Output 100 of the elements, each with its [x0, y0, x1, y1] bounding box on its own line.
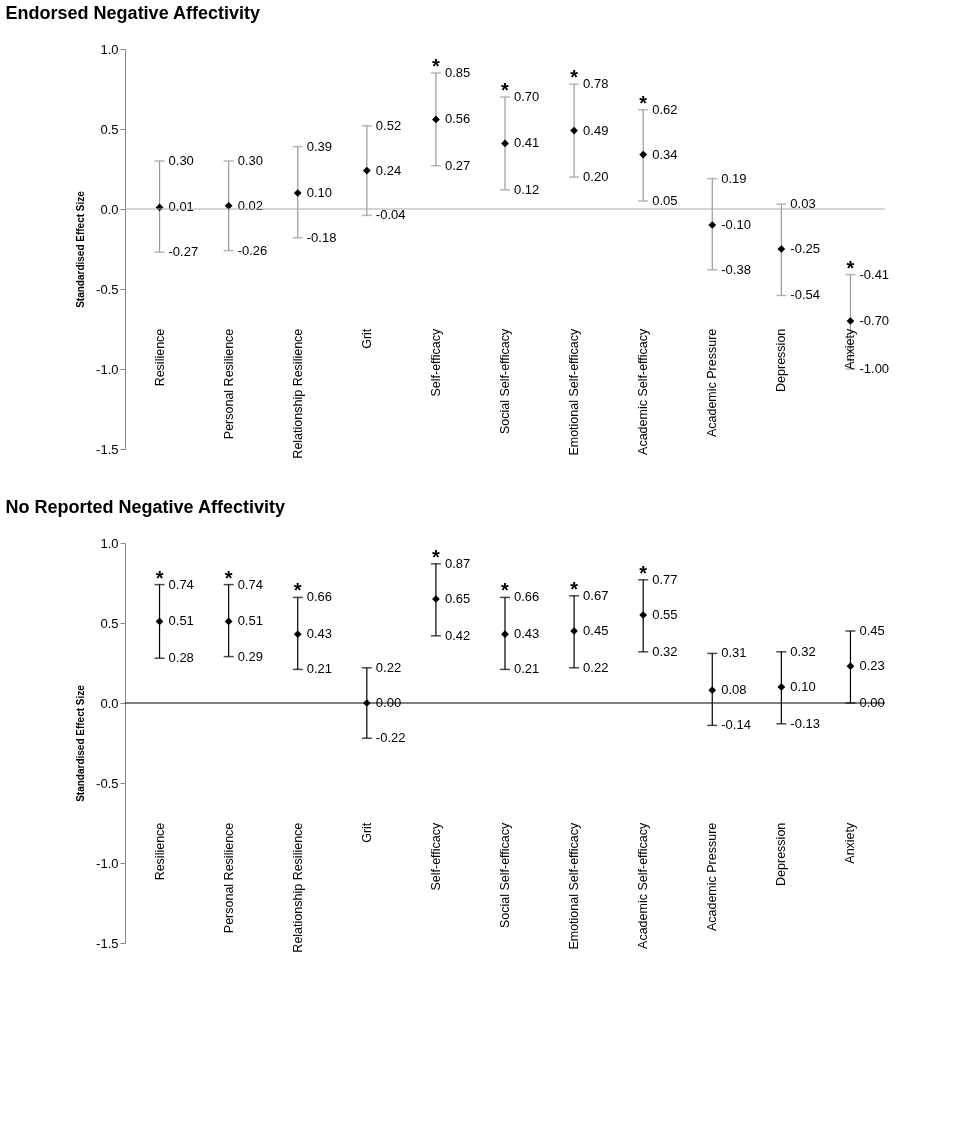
annotation: 0.62: [652, 101, 678, 117]
data-label: 0.45: [583, 623, 609, 638]
point: [639, 150, 648, 159]
x-tick-label: Relationship Resilience: [290, 328, 305, 459]
annotation: 0.78: [583, 76, 609, 92]
data-label: 0.24: [375, 162, 402, 178]
annotation: -0.04: [375, 207, 406, 223]
point: [639, 611, 648, 619]
annotation: 0.00: [859, 695, 885, 710]
point: [846, 317, 855, 325]
annotation: 0.77: [652, 571, 678, 587]
data-label: 0.34: [652, 146, 678, 162]
x-tick-label: Self-efficacy: [428, 327, 443, 397]
point: [846, 662, 855, 671]
point: [155, 617, 164, 626]
y-tick-label: 0.0: [100, 201, 119, 217]
annotation: 0.66: [306, 589, 333, 605]
annotation: 0.21: [306, 661, 333, 677]
point: [708, 686, 717, 695]
annotation: -0.38: [721, 261, 751, 277]
x-tick-label: Social Self-efficacy: [498, 327, 512, 435]
data-label: 0.10: [790, 679, 816, 694]
x-tick-label: Depression: [774, 822, 789, 886]
x-tick-label: Grit: [359, 822, 374, 843]
point: [501, 630, 509, 639]
annotation: -0.14: [721, 717, 751, 733]
annotation: -0.27: [168, 244, 199, 260]
x-tick-label: Grit: [359, 328, 374, 349]
annotation: 0.29: [237, 648, 263, 664]
annotation: 0.03: [790, 196, 816, 212]
annotation: 0.19: [721, 170, 747, 186]
data-label: 0.01: [168, 199, 194, 215]
annotation: -0.18: [306, 229, 337, 245]
annotation: 0.12: [514, 181, 540, 197]
annotation: 0.05: [652, 193, 678, 208]
annotation: 0.74: [237, 576, 263, 592]
annotation: *: [639, 91, 648, 114]
x-tick-label: Resilience: [152, 328, 167, 387]
x-tick-label: Anxiety: [843, 821, 858, 864]
annotation: 0.27: [444, 157, 471, 173]
y-tick-label: 1.0: [100, 41, 119, 57]
annotation: 0.30: [237, 153, 263, 168]
point: [708, 221, 717, 229]
annotation: 0.85: [444, 65, 471, 80]
data-label: 0.43: [514, 626, 540, 642]
x-tick-label: Relationship Resilience: [290, 822, 305, 953]
annotation: 0.22: [583, 659, 609, 675]
annotation: 0.66: [514, 589, 540, 605]
annotation: -0.41: [859, 266, 890, 282]
point: [777, 245, 786, 253]
y-tick-label: -1.0: [96, 361, 119, 377]
annotation: 0.42: [444, 627, 471, 643]
annotation: 0.28: [168, 650, 194, 666]
y-tick-label: -0.5: [96, 775, 119, 791]
annotation: *: [224, 566, 233, 589]
point: [293, 189, 302, 197]
annotation: 0.32: [652, 643, 678, 659]
x-tick-label: Personal Resilience: [221, 822, 236, 934]
x-tick-label: Personal Resilience: [221, 328, 236, 440]
annotation: 0.20: [583, 169, 609, 184]
data-label: 0.10: [306, 185, 333, 200]
annotation: 0.45: [859, 623, 885, 638]
x-tick-label: Social Self-efficacy: [498, 821, 512, 929]
y-tick-label: -1.0: [96, 855, 119, 871]
annotation: *: [639, 561, 648, 584]
chart-title: No Reported Negative Affectivity: [5, 497, 285, 517]
annotation: 0.21: [514, 661, 540, 677]
y-axis-title: Standardised Effect Size: [75, 684, 87, 802]
annotation: 0.39: [306, 138, 333, 154]
x-tick-label: Academic Pressure: [705, 328, 720, 438]
annotation: *: [570, 66, 579, 89]
data-label: 0.00: [375, 695, 402, 710]
data-label: 0.56: [444, 111, 471, 127]
annotation: *: [846, 256, 855, 279]
x-tick-label: Academic Self-efficacy: [636, 821, 651, 949]
annotation: 0.67: [583, 587, 609, 603]
y-tick-label: -1.5: [96, 441, 119, 457]
x-tick-label: Anxiety: [843, 327, 858, 370]
data-label: 0.43: [306, 626, 333, 642]
annotation: *: [432, 55, 441, 77]
y-axis-title: Standardised Effect Size: [75, 190, 87, 308]
y-tick-label: 0.5: [100, 615, 119, 631]
annotation: 0.70: [514, 89, 540, 104]
annotation: *: [570, 577, 579, 600]
data-label: 0.65: [444, 591, 471, 606]
data-label: -0.70: [859, 313, 890, 328]
annotation: 0.74: [168, 576, 194, 592]
annotation: *: [501, 79, 510, 101]
point: [362, 166, 371, 175]
data-label: 0.08: [721, 682, 747, 698]
point: [293, 630, 302, 639]
data-label: 0.02: [237, 197, 263, 213]
annotation: 0.31: [721, 645, 747, 661]
y-tick-label: 0.5: [100, 121, 119, 137]
annotation: *: [293, 579, 302, 602]
x-tick-label: Depression: [774, 328, 789, 392]
x-tick-label: Emotional Self-efficacy: [567, 821, 582, 950]
annotation: 0.22: [375, 659, 402, 675]
annotation: -0.22: [375, 730, 406, 746]
point: [570, 126, 578, 135]
